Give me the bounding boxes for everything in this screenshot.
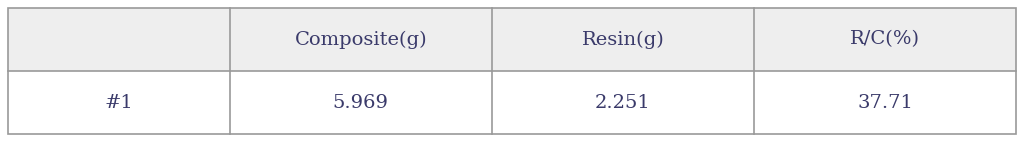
Text: 37.71: 37.71	[857, 93, 913, 111]
Text: 2.251: 2.251	[595, 93, 651, 111]
Text: R/C(%): R/C(%)	[850, 31, 920, 49]
Text: Composite(g): Composite(g)	[295, 30, 427, 49]
Text: 5.969: 5.969	[333, 93, 389, 111]
Text: #1: #1	[104, 93, 133, 111]
Bar	[8, 8, 1016, 71]
Bar	[8, 8, 1016, 134]
Text: Resin(g): Resin(g)	[582, 30, 665, 49]
Bar	[8, 71, 1016, 134]
